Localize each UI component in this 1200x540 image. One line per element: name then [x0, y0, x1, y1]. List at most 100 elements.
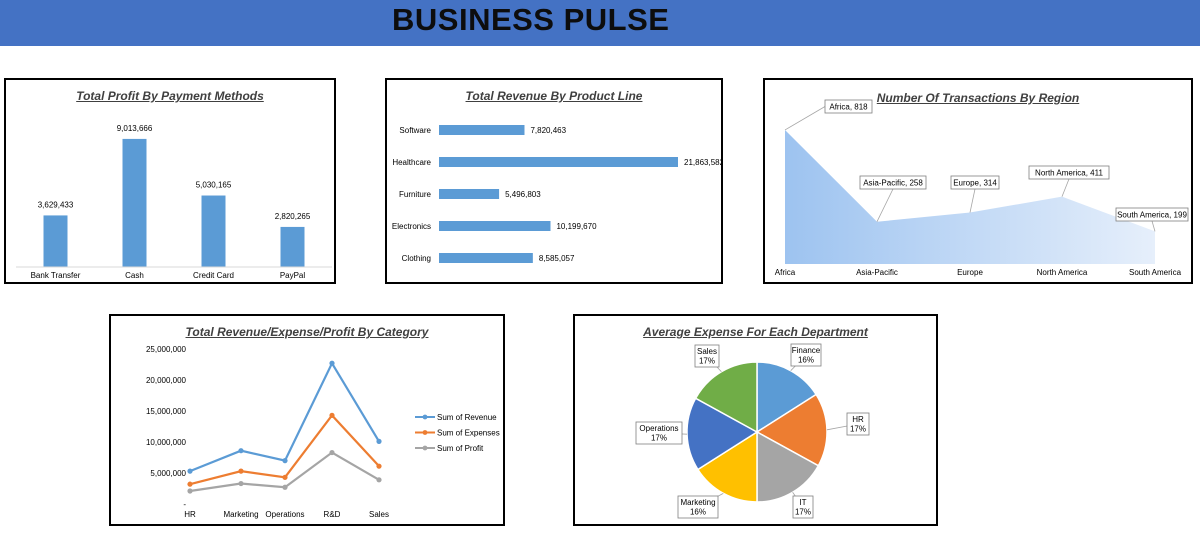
data-label: Europe, 314	[953, 179, 997, 188]
avg-expense-by-department-chart: Average Expense For Each Department Fina…	[573, 314, 938, 526]
slice-category-label: HR	[852, 415, 864, 424]
category-label: R&D	[324, 510, 341, 519]
bar-chart-svg: 3,629,433 Bank Transfer 9,013,666 Cash 5,030…	[16, 124, 332, 280]
category-label: HR	[184, 510, 196, 519]
bar	[439, 157, 678, 167]
category-label: Cash	[125, 271, 144, 280]
data-point	[187, 488, 193, 494]
data-label: South America, 199	[1117, 211, 1187, 220]
category-label: Marketing	[223, 510, 258, 519]
data-point	[238, 480, 244, 487]
category-label: Furniture	[399, 190, 432, 199]
bar	[439, 189, 500, 199]
data-point	[329, 412, 335, 418]
pie-slice	[756, 361, 818, 434]
label-box	[950, 175, 1000, 190]
legend-label: Sum of Profit	[437, 444, 484, 453]
label-box	[792, 495, 814, 519]
label-box	[694, 344, 720, 368]
transactions-by-region-chart: Number Of Transactions By Region Africa A…	[763, 78, 1193, 284]
data-label: Africa, 818	[829, 103, 868, 112]
label-box	[635, 421, 683, 445]
data-label: 7,820,463	[530, 126, 566, 135]
category-label: Asia-Pacific	[856, 268, 898, 277]
label-box	[846, 412, 870, 436]
line-chart-svg: 25,000,000 20,000,000 15,000,000 10,000,000…	[146, 345, 500, 519]
legend-marker	[422, 445, 428, 451]
y-tick-label: -	[183, 500, 186, 509]
slice-category-label: Operations	[639, 424, 678, 433]
legend-label: Sum of Expenses	[437, 429, 500, 438]
area-chart-svg: Africa Asia-Pacific Europe North America Sou…	[775, 99, 1189, 277]
category-label: Sales	[369, 510, 389, 519]
category-label: Software	[399, 126, 431, 135]
chart-title: Average Expense For Each Department	[643, 325, 868, 339]
category-label: Africa	[775, 268, 796, 277]
slice-category-label: IT	[799, 498, 806, 507]
bar	[439, 125, 525, 135]
y-tick-label: 5,000,000	[150, 469, 186, 478]
data-label: 8,585,057	[539, 254, 575, 263]
leader-line	[1151, 220, 1156, 232]
label-box	[1028, 165, 1110, 180]
data-point	[329, 360, 335, 366]
data-label: 3,629,433	[38, 200, 74, 209]
bar	[201, 195, 226, 267]
category-label: Operations	[265, 510, 304, 519]
data-label: 5,030,165	[196, 181, 232, 190]
data-point	[282, 484, 288, 490]
leader-line	[784, 106, 826, 131]
category-label: Clothing	[402, 254, 431, 263]
slice-percent-label: 16%	[798, 356, 814, 365]
chart-title: Total Revenue/Expense/Profit By Category	[185, 325, 429, 339]
pie-slice	[696, 430, 758, 503]
chart-title: Number Of Transactions By Region	[876, 91, 1080, 105]
slice-category-label: Sales	[697, 347, 717, 356]
bar	[439, 221, 551, 231]
pie-slice	[756, 430, 820, 503]
category-label: Europe	[957, 268, 983, 277]
slice-percent-label: 17%	[651, 434, 667, 443]
data-label: 2,820,265	[275, 212, 311, 221]
revenue-by-product-line-chart: Total Revenue By Product Line Software 7,…	[385, 78, 723, 284]
bar	[43, 215, 68, 267]
label-box	[790, 343, 822, 367]
data-label: Asia-Pacific, 258	[863, 179, 923, 188]
pie-slice	[755, 393, 828, 467]
pie-slice	[686, 397, 759, 471]
series-line	[189, 360, 380, 473]
slice-percent-label: 17%	[850, 425, 866, 434]
data-point	[187, 468, 193, 474]
leader-line	[876, 188, 894, 222]
area-series	[785, 129, 1155, 264]
slice-category-label: Finance	[792, 346, 821, 355]
hbar-chart-svg: Software 7,820,463 Healthcare 21,863,582 Fur…	[392, 125, 721, 263]
data-label: 10,199,670	[556, 222, 597, 231]
leader-line	[1061, 178, 1070, 197]
y-tick-label: 25,000,000	[146, 345, 187, 354]
bar	[439, 253, 533, 263]
pie-slice	[694, 361, 758, 434]
data-label: 5,496,803	[505, 190, 541, 199]
series-line	[189, 413, 380, 486]
category-label: Credit Card	[193, 271, 234, 280]
category-label: North America	[1037, 268, 1088, 277]
bar	[122, 138, 147, 267]
category-label: PayPal	[280, 271, 306, 280]
data-point	[238, 448, 244, 454]
category-label: South America	[1129, 268, 1182, 277]
slice-percent-label: 17%	[699, 357, 715, 366]
data-point	[282, 458, 288, 464]
data-point	[238, 468, 244, 474]
data-label: 9,013,666	[117, 124, 153, 133]
data-point	[376, 463, 382, 469]
legend-marker	[422, 430, 428, 435]
slice-category-label: Marketing	[680, 498, 715, 507]
data-point	[376, 477, 382, 483]
rev-exp-profit-by-category-chart: Total Revenue/Expense/Profit By Category…	[109, 314, 505, 526]
leader-line	[969, 188, 976, 213]
chart-title: Total Profit By Payment Methods	[76, 89, 264, 103]
data-label: 21,863,582	[684, 158, 721, 167]
y-tick-label: 15,000,000	[146, 407, 187, 416]
category-label: Bank Transfer	[31, 271, 81, 280]
